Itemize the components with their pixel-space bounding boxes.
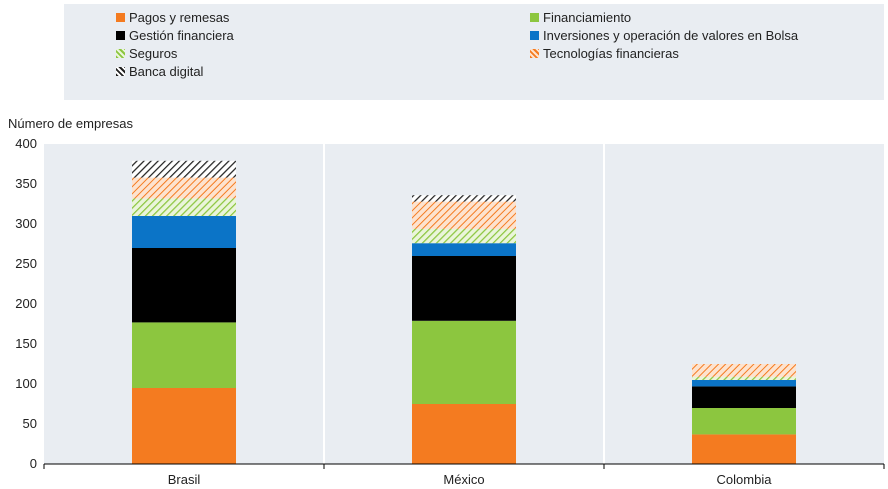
bar-segment-2-2 [412,320,516,404]
legend-item-4: Inversiones y operación de valores en Bo… [530,28,798,43]
legend-label: Gestión financiera [129,28,234,43]
y-tick-label: 250 [15,256,37,271]
legend-item-2: Financiamiento [530,10,631,25]
bar-segment-2-4 [412,243,516,256]
x-tick-label: Brasil [168,472,201,487]
legend-swatch [530,31,539,40]
bar-segment-1-5 [132,198,236,216]
legend-item-3: Gestión financiera [116,28,234,43]
bar-segment-1-2 [132,322,236,388]
y-axis-title: Número de empresas [8,116,133,131]
legend-item-6: Tecnologías financieras [530,46,679,61]
x-tick-label: Colombia [717,472,773,487]
legend-swatch [116,13,125,22]
y-tick-label: 350 [15,176,37,191]
bar-segment-1-1 [132,388,236,464]
bar-segment-1-4 [132,216,236,248]
bar-segment-3-2 [692,408,796,435]
y-tick-label: 150 [15,336,37,351]
bar-segment-2-5 [412,228,516,244]
bar-segment-3-4 [692,380,796,387]
legend: Pagos y remesas Financiamiento Gestión fin… [64,4,884,100]
y-tick-label: 300 [15,216,37,231]
bar-segment-3-6 [692,364,796,377]
legend-swatch [530,49,539,58]
bar-segment-1-7 [132,160,236,178]
bar-segment-1-3 [132,248,236,323]
y-tick-label: 100 [15,376,37,391]
y-tick-label: 200 [15,296,37,311]
bar-segment-2-7 [412,195,516,202]
y-tick-label: 0 [30,456,37,471]
legend-item-7: Banca digital [116,64,203,79]
bar-segment-3-3 [692,386,796,408]
legend-label: Tecnologías financieras [543,46,679,61]
legend-swatch [116,31,125,40]
legend-item-1: Pagos y remesas [116,10,229,25]
bar-segment-2-6 [412,201,516,229]
y-tick-label: 50 [23,416,37,431]
legend-label: Banca digital [129,64,204,79]
legend-swatch [116,49,125,58]
legend-swatch [116,67,125,76]
bar-segment-1-6 [132,177,236,199]
bar-segment-2-1 [412,404,516,464]
legend-label: Inversiones y operación de valores en Bo… [543,28,799,43]
legend-item-5: Seguros [116,46,177,61]
legend-swatch [530,13,539,22]
bar-segment-2-3 [412,256,516,321]
y-tick-label: 400 [15,136,37,151]
legend-label: Seguros [129,46,178,61]
legend-label: Financiamiento [543,10,632,25]
bar-segment-3-5 [692,376,796,380]
x-tick-label: México [443,472,484,487]
legend-label: Pagos y remesas [129,10,230,25]
bar-segment-3-1 [692,434,796,464]
